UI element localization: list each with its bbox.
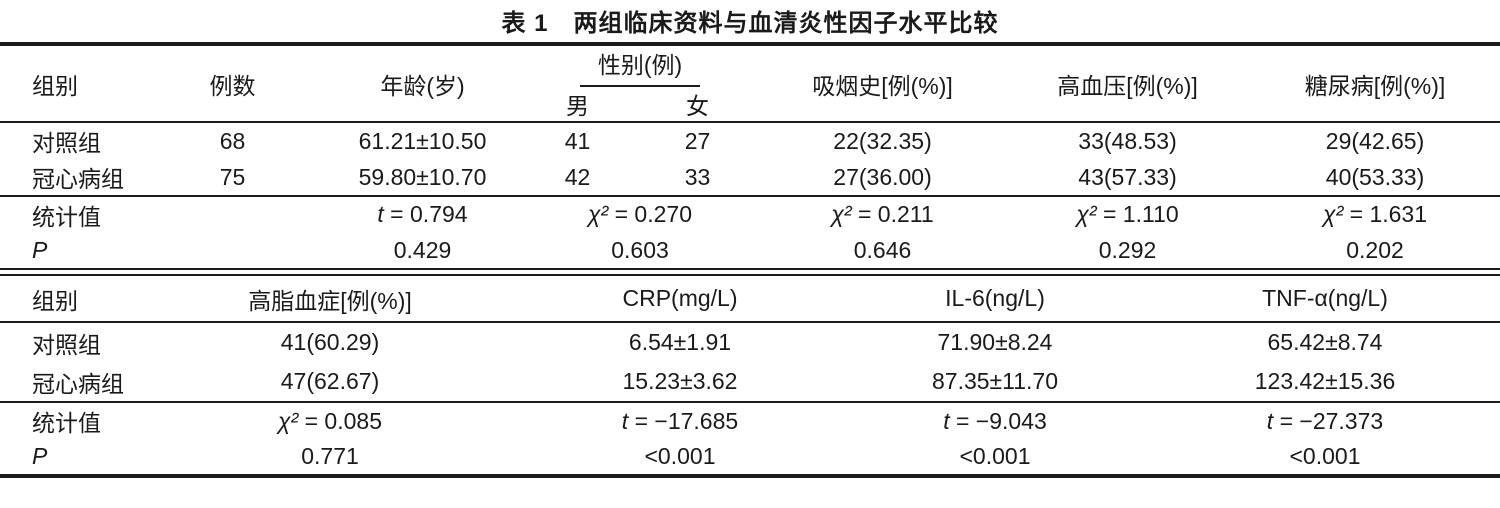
p-empty-cell xyxy=(140,232,325,268)
header-il6: IL-6(ng/L) xyxy=(840,276,1150,323)
cell-male: 41 xyxy=(564,127,591,154)
cell-female: 27 xyxy=(684,127,711,154)
section-divider-rule xyxy=(0,268,1500,276)
table-row-chd-group: 冠心病组 47(62.67) 15.23±3.62 87.35±11.70 12… xyxy=(0,362,1500,403)
cell-group: 冠心病组 xyxy=(0,159,140,197)
p-crp: <0.001 xyxy=(644,443,716,469)
header-crp: CRP(mg/L) xyxy=(520,276,840,323)
cell-hyperlipidemia: 47(62.67) xyxy=(140,362,520,403)
header-tnf: TNF-α(ng/L) xyxy=(1150,276,1500,323)
cell-tnf: 123.42±15.36 xyxy=(1150,362,1500,403)
stat-empty-cell xyxy=(140,196,325,232)
stat-hyperlipidemia: χ² = 0.085 xyxy=(140,402,520,439)
header-diabetes: 糖尿病[例(%)] xyxy=(1250,44,1500,123)
table-row-p-value: P 0.771 <0.001 <0.001 <0.001 xyxy=(0,439,1500,476)
stat-sex: χ² = 0.270 xyxy=(520,196,760,232)
table-row-p-value: P 0.429 0.603 0.646 0.292 0.202 xyxy=(0,232,1500,268)
stat-symbol: χ² xyxy=(1076,201,1097,227)
header-sex: 性别(例) xyxy=(520,44,760,87)
cell-il6: 71.90±8.24 xyxy=(937,329,1053,355)
stat-diabetes: χ² = 1.631 xyxy=(1250,196,1500,232)
header-hypertension: 高血压[例(%)] xyxy=(1005,44,1251,123)
p-hyperlipidemia: 0.771 xyxy=(301,443,359,469)
stat-value: = −17.685 xyxy=(628,407,739,434)
header-hyperlipidemia: 高脂血症[例(%)] xyxy=(140,276,520,323)
header-group: 组别 xyxy=(0,276,140,323)
stat-crp: t = −17.685 xyxy=(520,402,840,439)
stat-symbol: χ² xyxy=(588,201,609,227)
stat-symbol: χ² xyxy=(278,407,299,434)
p-sex: 0.603 xyxy=(611,236,669,263)
stat-value: = 1.110 xyxy=(1096,201,1179,227)
header-female: 女 xyxy=(635,87,761,123)
stat-hypertension: χ² = 1.110 xyxy=(1005,196,1250,232)
cell-hypertension: 33(48.53) xyxy=(1078,127,1177,154)
table-title: 表 1 两组临床资料与血清炎性因子水平比较 xyxy=(501,10,999,37)
stat-symbol: t xyxy=(377,201,384,227)
cell-age: 59.80±10.70 xyxy=(325,159,520,197)
cell-group: 冠心病组 xyxy=(0,362,140,403)
stat-symbol: χ² xyxy=(1323,201,1344,227)
table-row-control-group: 对照组 68 61.21±10.50 41 27 22(32.35) 33(48… xyxy=(0,122,1500,159)
cell-il6: 87.35±11.70 xyxy=(840,362,1150,403)
stat-value: = −27.373 xyxy=(1273,407,1384,434)
stat-row-label: 统计值 xyxy=(32,203,101,230)
stat-value: = −9.043 xyxy=(949,407,1047,434)
header-smoking: 吸烟史[例(%)] xyxy=(760,44,1006,123)
clinical-data-table: 组别 例数 年龄(岁) 性别(例) 吸烟史[例(%)] 高血压[例(%)] 糖尿… xyxy=(0,42,1500,268)
table2-header-row: 组别 高脂血症[例(%)] CRP(mg/L) IL-6(ng/L) TNF-α… xyxy=(0,276,1500,323)
cell-group: 对照组 xyxy=(32,130,101,156)
header-age: 年龄(岁) xyxy=(325,44,520,123)
stat-symbol: t xyxy=(943,407,950,434)
stat-symbol: χ² xyxy=(831,201,852,227)
stat-symbol: t xyxy=(621,407,629,434)
stat-smoking: χ² = 0.211 xyxy=(760,196,1005,232)
table-row-statistic: 统计值 χ² = 0.085 t = −17.685 t = −9.043 t … xyxy=(0,402,1500,439)
header-group: 组别 xyxy=(0,44,140,123)
cell-crp: 15.23±3.62 xyxy=(520,362,840,403)
cell-diabetes: 29(42.65) xyxy=(1325,127,1425,154)
cell-hyperlipidemia: 41(60.29) xyxy=(280,329,380,355)
cell-tnf: 65.42±8.74 xyxy=(1267,329,1383,355)
cell-diabetes: 40(53.33) xyxy=(1250,159,1500,197)
p-row-label: P xyxy=(32,236,48,263)
cell-cases: 68 xyxy=(219,127,246,154)
cell-smoking: 27(36.00) xyxy=(760,159,1006,197)
stat-row-label: 统计值 xyxy=(32,410,101,436)
stat-value: = 0.270 xyxy=(608,201,692,227)
header-cases: 例数 xyxy=(140,44,325,123)
p-smoking: 0.646 xyxy=(853,236,912,263)
p-hypertension: 0.292 xyxy=(1098,236,1157,263)
table-row-chd-group: 冠心病组 75 59.80±10.70 42 33 27(36.00) 43(5… xyxy=(0,159,1500,197)
stat-value: = 1.631 xyxy=(1343,201,1428,227)
table-row-control-group: 对照组 41(60.29) 6.54±1.91 71.90±8.24 65.42… xyxy=(0,322,1500,362)
serum-factor-table: 组别 高脂血症[例(%)] CRP(mg/L) IL-6(ng/L) TNF-α… xyxy=(0,276,1500,478)
p-il6: <0.001 xyxy=(959,443,1031,469)
header-male: 男 xyxy=(520,87,635,123)
stat-symbol: t xyxy=(1266,407,1274,434)
cell-age: 61.21±10.50 xyxy=(358,127,487,154)
p-row-label: P xyxy=(32,443,48,469)
cell-hypertension: 43(57.33) xyxy=(1005,159,1251,197)
stat-value: = 0.211 xyxy=(851,201,934,227)
cell-cases: 75 xyxy=(140,159,325,197)
cell-male: 42 xyxy=(520,159,635,197)
cell-crp: 6.54±1.91 xyxy=(628,329,732,355)
header-sex-label: 性别(例) xyxy=(579,46,701,87)
stat-tnf: t = −27.373 xyxy=(1150,402,1500,439)
p-tnf: <0.001 xyxy=(1289,443,1361,469)
stat-value: = 0.794 xyxy=(383,201,468,227)
stat-il6: t = −9.043 xyxy=(840,402,1150,439)
table1-header-row-2: 男 女 xyxy=(0,87,1500,123)
stat-value: = 0.085 xyxy=(298,407,382,434)
cell-group: 对照组 xyxy=(32,331,101,358)
p-diabetes: 0.202 xyxy=(1346,236,1404,263)
table1-header-row-1: 组别 例数 年龄(岁) 性别(例) 吸烟史[例(%)] 高血压[例(%)] 糖尿… xyxy=(0,44,1500,123)
stat-age: t = 0.794 xyxy=(325,196,520,232)
p-age: 0.429 xyxy=(393,236,452,263)
table-row-statistic: 统计值 t = 0.794 χ² = 0.270 χ² = 0.211 χ² =… xyxy=(0,196,1500,232)
cell-female: 33 xyxy=(635,159,761,197)
cell-smoking: 22(32.35) xyxy=(833,127,932,154)
